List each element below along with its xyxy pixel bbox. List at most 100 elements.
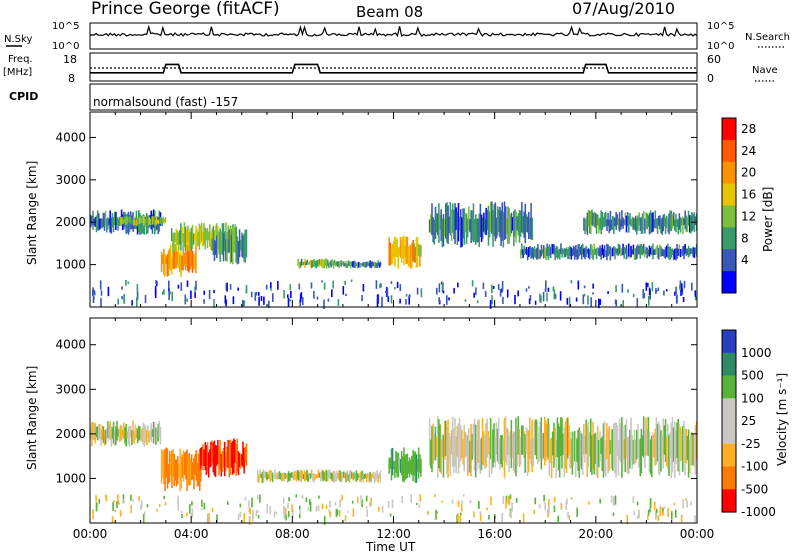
echo-cell [649,210,652,234]
echo-cell [371,473,374,478]
echo-cell [140,218,143,223]
echo-cell [189,246,191,270]
echo-cell [299,261,302,268]
echo-cell [464,431,467,458]
echo-cell [312,260,314,267]
echo-cell [456,514,458,523]
echo-cell [441,435,444,457]
echo-cell [203,299,205,304]
colorbar-swatch [722,421,736,445]
echo-cell [455,436,457,474]
echo-cell [436,287,438,295]
echo-cell [188,228,190,251]
echo-cell [111,516,114,524]
echo-cell [554,293,557,299]
echo-cell [560,502,562,505]
echo-cell [514,294,516,305]
echo-cell [260,474,262,478]
echo-cell [163,248,165,275]
echo-cell [273,511,276,518]
echo-cell [162,291,164,295]
echo-cell [130,504,132,514]
echo-cell [301,471,304,479]
echo-cell [261,472,264,483]
echo-cell [163,218,166,224]
echo-cell [184,294,187,305]
echo-cell [501,288,503,293]
echo-cell [315,260,318,269]
echo-cell [526,429,529,477]
echo-cell [323,472,326,481]
echo-cell [390,448,393,481]
echo-cell [434,206,437,239]
echo-cell [522,425,524,455]
echo-cell [328,508,331,514]
echo-cell [416,236,419,267]
echo-cell [616,424,619,457]
echo-cell [583,293,586,297]
echo-cell [141,428,143,443]
echo-cell [306,259,309,265]
echo-cell [691,248,693,254]
echo-cell [598,248,600,257]
echo-cell [653,219,655,229]
echo-cell [520,249,522,259]
echo-cell [243,448,245,474]
nsearch-tick-high: 10^5 [707,21,734,32]
echo-cell [278,471,281,479]
echo-cell [301,262,304,266]
echo-cell [248,500,250,508]
echo-cell [420,288,423,298]
echo-cell [166,448,169,489]
echo-cell [523,431,525,459]
colorbar-swatch [722,161,736,185]
echo-cell [511,217,514,231]
echo-cell [570,439,572,468]
echo-cell [476,300,479,304]
echo-cell [351,471,353,479]
echo-cell [140,500,143,509]
echo-cell [391,447,394,476]
echo-cell [503,201,506,240]
echo-cell [626,248,629,259]
echo-cell [198,223,201,250]
x-tick-label: 16:00 [477,527,512,541]
echo-cell [351,261,353,267]
echo-cell [200,222,203,242]
echo-cell [538,248,540,260]
echo-cell [254,292,257,301]
echo-cell [174,459,177,481]
echo-cell [410,494,412,504]
echo-cell [607,291,609,294]
echo-cell [525,214,528,233]
echo-cell [337,261,339,267]
echo-cell [394,460,396,479]
echo-cell [240,239,242,251]
echo-cell [622,217,624,229]
echo-cell [181,511,183,514]
echo-cell [96,210,99,231]
echo-cell [192,254,195,269]
echo-cell [138,425,140,441]
echo-cell [144,426,147,443]
echo-cell [531,217,534,240]
echo-cell [138,496,140,502]
echo-cell [222,447,225,468]
colorbar-tick-label: 12 [741,209,756,223]
echo-cell [570,247,573,260]
echo-cell [352,473,354,481]
echo-cell [324,470,327,482]
echo-cell [453,428,455,473]
echo-cell [256,494,259,500]
echo-cell [124,427,126,444]
echo-cell [242,441,244,468]
echo-cell [539,250,542,259]
echo-cell [330,472,332,480]
echo-cell [560,243,562,254]
echo-cell [482,282,485,290]
echo-cell [344,515,347,522]
echo-cell [315,506,318,512]
echo-cell [176,252,179,265]
echo-cell [491,201,493,234]
